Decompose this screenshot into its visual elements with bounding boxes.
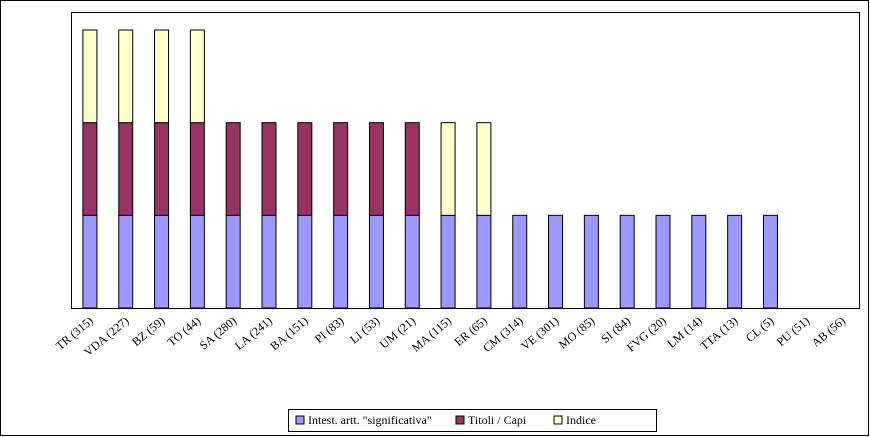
bar-segment xyxy=(225,122,241,216)
bar-segment xyxy=(118,214,134,309)
bar-segment xyxy=(476,122,492,216)
bar-segment xyxy=(333,214,349,309)
bar-segment xyxy=(368,214,384,309)
bar-segment xyxy=(333,122,349,216)
legend xyxy=(288,409,657,432)
bar-segment xyxy=(118,122,134,216)
bar-segment xyxy=(762,214,778,309)
bar-segment xyxy=(154,214,170,309)
bar-segment xyxy=(118,29,134,124)
bar-segment xyxy=(404,214,420,309)
bar-segment xyxy=(82,29,98,124)
bar-segment xyxy=(261,214,277,309)
bar-segment xyxy=(189,122,205,216)
bar-segment xyxy=(189,29,205,124)
bar-segment xyxy=(368,122,384,216)
bar-segment xyxy=(548,214,564,309)
legend-swatch xyxy=(455,415,465,425)
bar-segment xyxy=(189,214,205,309)
bar-segment xyxy=(82,122,98,216)
legend-label: Intest. artt. "significativa" xyxy=(308,413,432,427)
bar-segment xyxy=(583,214,599,309)
bar-segment xyxy=(154,122,170,216)
bar-segment xyxy=(225,214,241,309)
bar-segment xyxy=(691,214,707,309)
bar-segment xyxy=(727,214,743,309)
bar-segment xyxy=(619,214,635,309)
legend-label: Indice xyxy=(566,413,596,427)
bar-segment xyxy=(404,122,420,216)
bar-segment xyxy=(476,214,492,309)
bar-segment xyxy=(440,122,456,216)
bar-segment xyxy=(440,214,456,309)
bar-segment xyxy=(82,214,98,309)
bar-segment xyxy=(512,214,528,309)
bar-segment xyxy=(261,122,277,216)
bar-segment xyxy=(655,214,671,309)
bar-segment xyxy=(154,29,170,124)
legend-swatch xyxy=(553,415,563,425)
bar-segment xyxy=(297,122,313,216)
bar-segment xyxy=(297,214,313,309)
legend-swatch xyxy=(295,415,305,425)
legend-label: Titoli / Capi xyxy=(468,413,527,427)
